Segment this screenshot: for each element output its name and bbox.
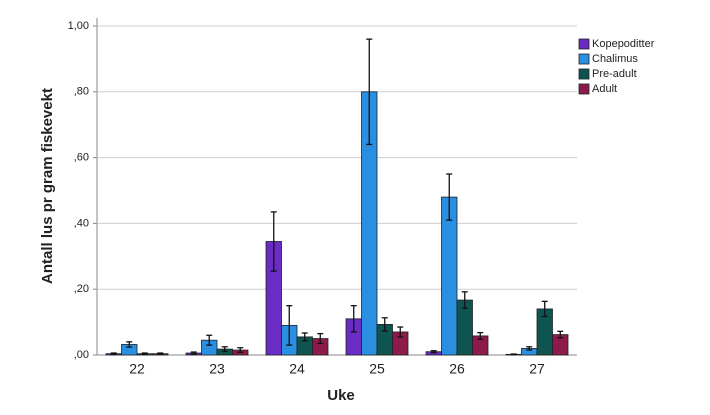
error-bar (430, 350, 437, 354)
error-bar (301, 332, 308, 342)
y-axis-label: Antall lus pr gram fiskevekt (39, 88, 56, 284)
error-bar (157, 352, 164, 355)
error-bar (461, 291, 468, 309)
error-bar (397, 326, 404, 338)
bar (441, 196, 458, 356)
error-bar (477, 331, 484, 340)
error-bar (286, 304, 293, 346)
legend-swatch (578, 83, 590, 95)
legend-label: Chalimus (592, 53, 638, 65)
error-bar (237, 347, 244, 354)
y-tick-label: 1,00 (68, 20, 89, 32)
error-bar (206, 334, 213, 346)
error-bar (381, 317, 388, 332)
error-bar (317, 332, 324, 345)
error-bar (141, 352, 148, 355)
error-bar (270, 211, 277, 272)
error-bar (526, 346, 533, 351)
error-bar (221, 346, 228, 353)
x-tick-label: 24 (289, 361, 305, 377)
error-bar (110, 352, 117, 355)
legend-label: Adult (592, 83, 617, 95)
legend-label: Pre-adult (592, 68, 637, 80)
y-tick-label: ,60 (74, 152, 89, 164)
error-bar (510, 353, 517, 356)
error-bar (350, 304, 357, 333)
legend-label: Kopepoditter (592, 38, 655, 50)
y-tick-label: ,40 (74, 217, 89, 229)
y-tick-label: ,80 (74, 86, 89, 98)
x-tick-label: 25 (369, 361, 385, 377)
error-bar (446, 173, 453, 221)
legend-swatch (578, 38, 590, 50)
error-bar (541, 300, 548, 318)
x-tick-label: 23 (209, 361, 225, 377)
y-tick-label: ,20 (74, 283, 89, 295)
x-tick-label: 26 (449, 361, 465, 377)
error-bar (126, 341, 133, 348)
y-tick-label: ,00 (74, 349, 89, 361)
error-bar (366, 38, 373, 146)
error-bar (190, 351, 197, 355)
x-tick-label: 22 (129, 361, 145, 377)
legend-swatch (578, 53, 590, 65)
x-axis-label: Uke (327, 387, 355, 404)
x-tick-label: 27 (529, 361, 545, 377)
legend-swatch (578, 68, 590, 80)
error-bar (557, 330, 564, 339)
